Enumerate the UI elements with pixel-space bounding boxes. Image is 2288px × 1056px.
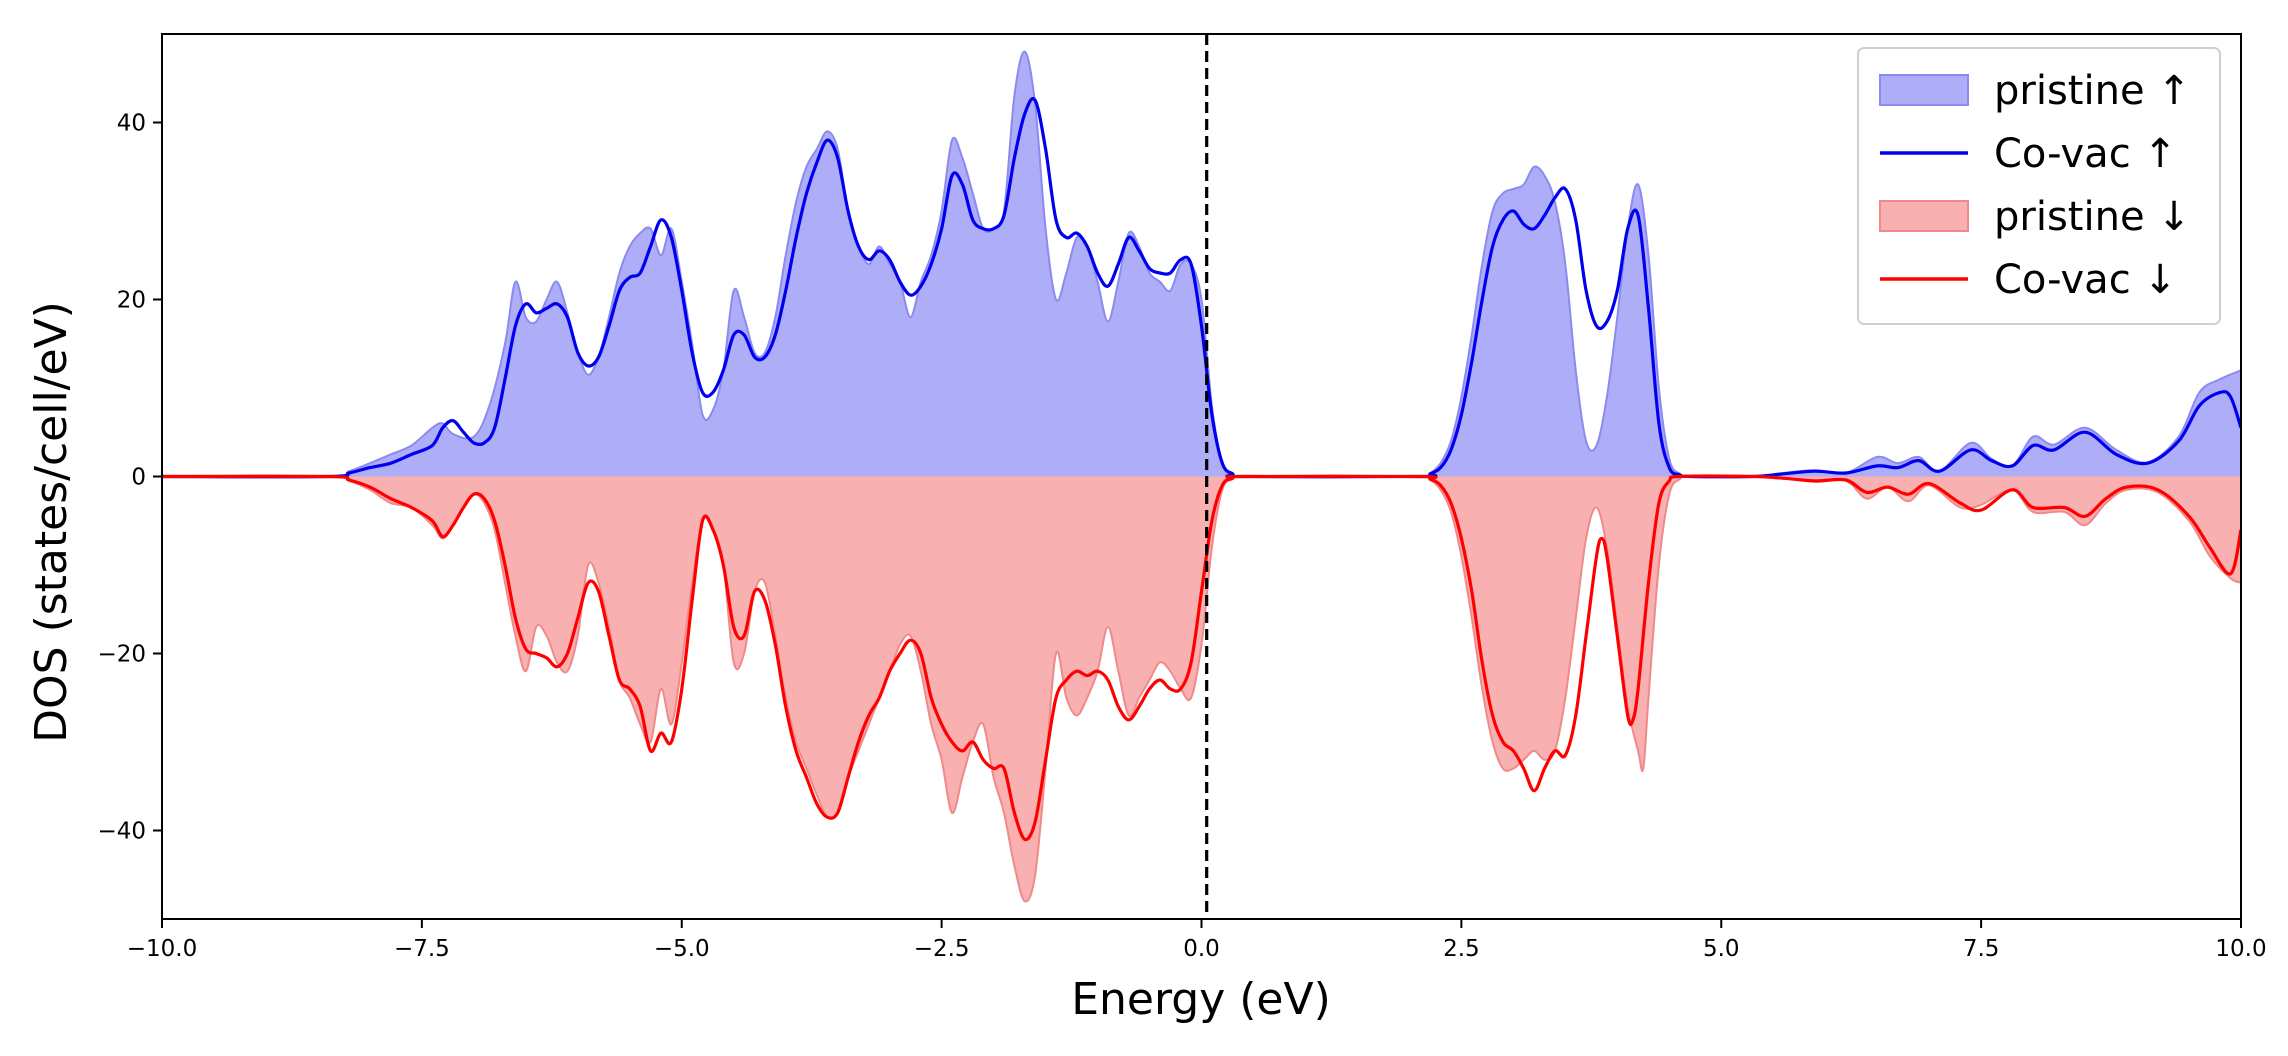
y-tick-label: 40: [117, 111, 146, 137]
y-tick-label: −20: [97, 642, 146, 668]
x-tick-label: −5.0: [654, 936, 710, 962]
legend: pristine ↑ Co-vac ↑ pristine ↓ Co-vac ↓: [1857, 47, 2221, 325]
legend-swatch-2: [1879, 200, 1969, 232]
y-tick-label: −40: [97, 819, 146, 845]
x-tick-label: 2.5: [1443, 936, 1480, 962]
y-tick-label: 0: [131, 465, 146, 491]
x-tick-label: −7.5: [394, 936, 450, 962]
plot-layer: [162, 34, 2241, 919]
y-axis-title: DOS (states/cell/eV): [26, 301, 77, 743]
legend-label-3: Co-vac ↓: [1994, 257, 2177, 303]
legend-label-1: Co-vac ↑: [1994, 131, 2177, 177]
legend-label-0: pristine ↑: [1994, 68, 2191, 114]
legend-box: [1857, 47, 2221, 325]
x-axis-title: Energy (eV): [1071, 974, 1331, 1025]
x-tick-label: −2.5: [914, 936, 970, 962]
x-tick-label: −10.0: [127, 936, 197, 962]
series-line-1: [162, 97, 2241, 479]
x-tick-label: 7.5: [1963, 936, 2000, 962]
legend-label-2: pristine ↓: [1994, 194, 2191, 240]
x-tick-label: 5.0: [1703, 936, 1740, 962]
series-group: [162, 50, 2241, 903]
x-tick-label: 10.0: [2215, 936, 2266, 962]
axes-layer: −10.0 −7.5 −5.0 −2.5 0.0 2.5 5.0 7.5 10.0 −40 −20 0…: [97, 33, 2267, 962]
series-fill-2: [162, 476, 2241, 902]
series-line-3: [162, 474, 2241, 842]
legend-swatch-0: [1879, 74, 1969, 106]
series-fill-edge-0: [162, 50, 2241, 478]
y-tick-label: 20: [117, 288, 146, 314]
x-tick-label: 0.0: [1183, 936, 1220, 962]
series-fill-0: [162, 51, 2241, 477]
